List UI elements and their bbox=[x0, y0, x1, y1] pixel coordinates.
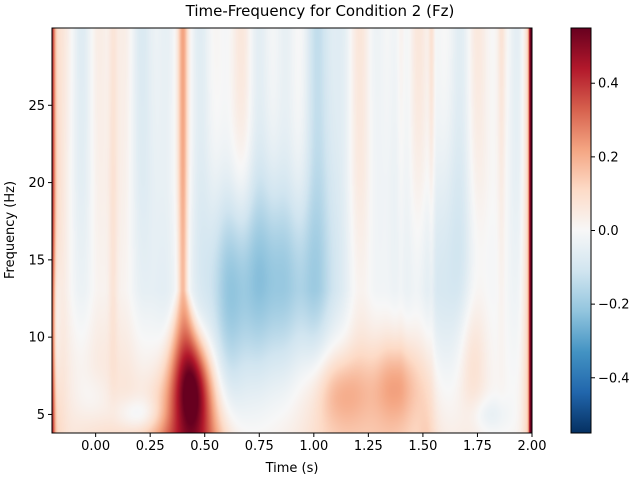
chart-title: Time-Frequency for Condition 2 (Fz) bbox=[185, 2, 455, 20]
colorbar-tick-label: 0.2 bbox=[598, 150, 619, 165]
y-tick-label: 5 bbox=[37, 408, 45, 423]
heatmap-image bbox=[52, 28, 532, 433]
x-axis-ticks: 0.00 0.25 0.50 0.75 1.00 1.25 1.50 1.75 2.00 bbox=[81, 433, 546, 454]
y-tick-label: 25 bbox=[28, 99, 45, 114]
x-axis-label: Time (s) bbox=[265, 461, 319, 476]
colorbar-ticks: −0.4 −0.2 0.0 0.2 0.4 bbox=[591, 77, 630, 386]
x-tick-label: 0.50 bbox=[190, 439, 219, 454]
x-tick-label: 0.75 bbox=[245, 439, 274, 454]
plot-frame bbox=[51, 27, 533, 434]
x-tick-label: 0.25 bbox=[136, 439, 165, 454]
x-tick-label: 2.00 bbox=[518, 439, 547, 454]
colorbar-tick-label: −0.2 bbox=[598, 298, 630, 313]
x-tick-label: 1.50 bbox=[408, 439, 437, 454]
y-tick-label: 10 bbox=[28, 331, 45, 346]
colorbar-tick-label: 0.4 bbox=[598, 77, 619, 92]
x-tick-label: 1.25 bbox=[354, 439, 383, 454]
x-tick-label: 1.75 bbox=[463, 439, 492, 454]
colorbar-tick-label: 0.0 bbox=[598, 224, 619, 239]
colorbar bbox=[571, 28, 591, 433]
y-tick-label: 15 bbox=[28, 253, 45, 268]
y-axis-ticks: 5 10 15 20 25 bbox=[28, 99, 52, 423]
x-tick-label: 1.00 bbox=[299, 439, 328, 454]
x-tick-label: 0.00 bbox=[81, 439, 110, 454]
y-axis-label: Frequency (Hz) bbox=[3, 181, 18, 279]
colorbar-tick-label: −0.4 bbox=[598, 371, 630, 386]
y-tick-label: 20 bbox=[28, 176, 45, 191]
